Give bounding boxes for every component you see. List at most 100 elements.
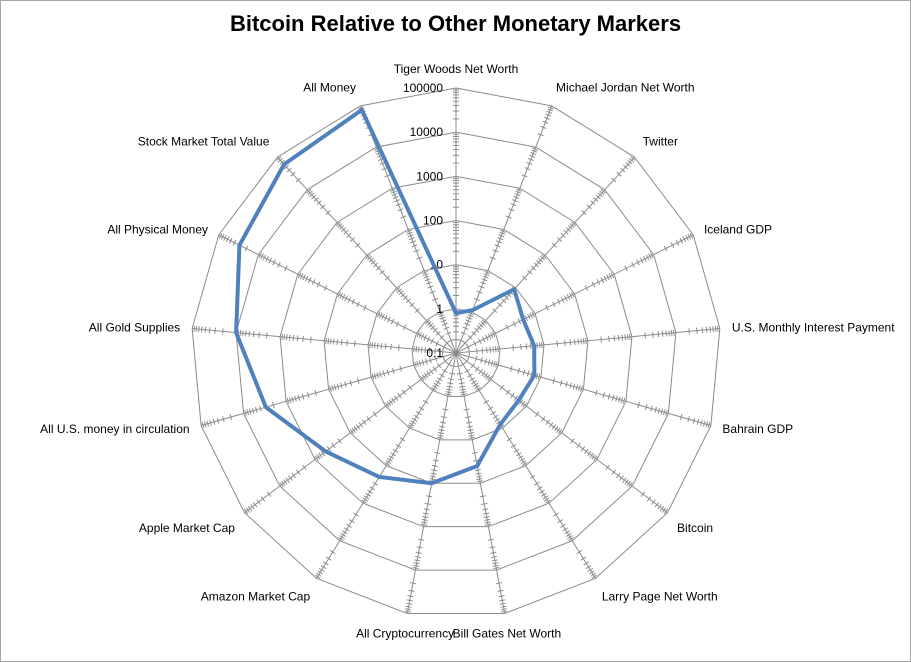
axis-minor-tick: [448, 339, 455, 343]
axis-minor-tick: [406, 599, 413, 602]
axis-minor-tick: [409, 240, 416, 244]
axis-minor-tick: [636, 259, 640, 266]
axis-minor-tick: [521, 461, 528, 466]
axis-minor-tick: [478, 285, 485, 289]
axis-minor-tick: [589, 452, 594, 459]
axis-minor-tick: [709, 326, 711, 333]
axis-minor-tick: [568, 292, 573, 299]
axis-minor-tick: [559, 379, 563, 386]
axis-minor-tick: [610, 272, 615, 279]
axis-minor-tick: [260, 496, 266, 502]
axis-minor-tick: [244, 409, 247, 416]
axis-minor-tick: [326, 446, 332, 452]
axis-minor-tick: [535, 372, 539, 380]
category-label: All U.S. money in circulation: [40, 422, 189, 436]
axis-minor-tick: [405, 298, 411, 304]
axis-minor-tick: [356, 301, 360, 308]
axis-minor-tick: [440, 416, 448, 419]
axis-minor-tick: [291, 472, 296, 479]
axis-minor-tick: [481, 502, 488, 506]
axis-minor-tick: [621, 334, 623, 341]
axis-minor-tick: [381, 313, 385, 320]
axis-minor-tick: [413, 564, 420, 567]
axis-minor-tick: [251, 407, 255, 414]
axis-minor-tick: [537, 133, 544, 137]
axis-minor-tick: [705, 326, 708, 333]
axis-minor-tick: [467, 335, 473, 340]
axis-minor-tick: [522, 402, 528, 408]
axis-minor-tick: [286, 397, 290, 404]
axis-minor-tick: [376, 265, 382, 271]
axis-minor-tick: [265, 256, 269, 262]
axis-minor-tick: [422, 399, 429, 404]
chart-title: Bitcoin Relative to Other Monetary Marke…: [229, 11, 682, 36]
axis-minor-tick: [714, 325, 717, 332]
axis-minor-tick: [531, 149, 538, 153]
axis-minor-tick: [316, 200, 322, 206]
axis-minor-tick: [536, 486, 543, 491]
axis-minor-tick: [548, 106, 554, 110]
axis-minor-tick: [372, 481, 378, 486]
axis-minor-tick: [405, 229, 412, 233]
axis-minor-tick: [568, 537, 575, 542]
axis-minor-tick: [482, 512, 490, 515]
axis-minor-tick: [436, 363, 442, 369]
axis-minor-tick: [366, 416, 371, 422]
axis-minor-tick: [569, 223, 575, 228]
axis-spoke: [218, 234, 457, 354]
axis-minor-tick: [430, 325, 436, 330]
axis-minor-tick: [538, 342, 541, 349]
axis-minor-tick: [372, 411, 378, 417]
axis-minor-tick: [467, 314, 474, 318]
axis-minor-tick: [395, 321, 400, 327]
axis-minor-tick: [616, 472, 621, 479]
axis-minor-tick: [295, 177, 301, 183]
axis-minor-tick: [399, 365, 403, 372]
axis-minor-tick: [279, 159, 285, 165]
axis-minor-tick: [682, 236, 687, 243]
axis-spoke: [244, 352, 457, 514]
axis-spoke: [277, 156, 457, 354]
axis-minor-tick: [420, 523, 427, 526]
axis-minor-tick: [394, 199, 400, 203]
axis-minor-tick: [320, 204, 326, 210]
axis-minor-tick: [342, 530, 348, 535]
axis-minor-tick: [509, 365, 513, 372]
axis-minor-tick: [302, 464, 307, 471]
axis-minor-tick: [537, 373, 541, 380]
axis-minor-tick: [657, 504, 662, 510]
axis-minor-tick: [325, 337, 327, 344]
axis-minor-tick: [239, 329, 242, 337]
axis-minor-tick: [393, 395, 399, 401]
axis-minor-tick: [422, 273, 429, 277]
axis-minor-tick: [556, 237, 563, 242]
axis-minor-tick: [643, 256, 647, 262]
axis-minor-tick: [497, 346, 499, 353]
category-label: Bitcoin: [677, 521, 713, 535]
axis-minor-tick: [333, 338, 335, 345]
axis-minor-tick: [657, 407, 661, 414]
axis-minor-tick: [468, 436, 475, 439]
axis-minor-tick: [408, 422, 415, 427]
radar-series: [234, 107, 537, 486]
axis-minor-tick: [481, 371, 486, 377]
axis-minor-tick: [266, 491, 272, 497]
axis-minor-tick: [309, 192, 315, 198]
axis-minor-tick: [505, 215, 512, 219]
axis-spoke: [359, 105, 457, 354]
axis-minor-tick: [487, 538, 494, 541]
axis-minor-tick: [501, 610, 508, 613]
axis-minor-tick: [613, 335, 616, 342]
axis-minor-tick: [645, 254, 650, 261]
axis-minor-tick: [473, 297, 480, 301]
category-label: Tiger Woods Net Worth: [394, 62, 519, 76]
axis-minor-tick: [605, 464, 610, 471]
axis-minor-tick: [499, 602, 506, 605]
axis-minor-tick: [244, 245, 249, 252]
axis-minor-tick: [437, 436, 444, 439]
axis-minor-tick: [402, 295, 408, 300]
axis-minor-tick: [414, 308, 420, 313]
axis-minor-tick: [201, 421, 205, 428]
axis-minor-tick: [575, 384, 579, 391]
axis-minor-tick: [414, 361, 417, 368]
